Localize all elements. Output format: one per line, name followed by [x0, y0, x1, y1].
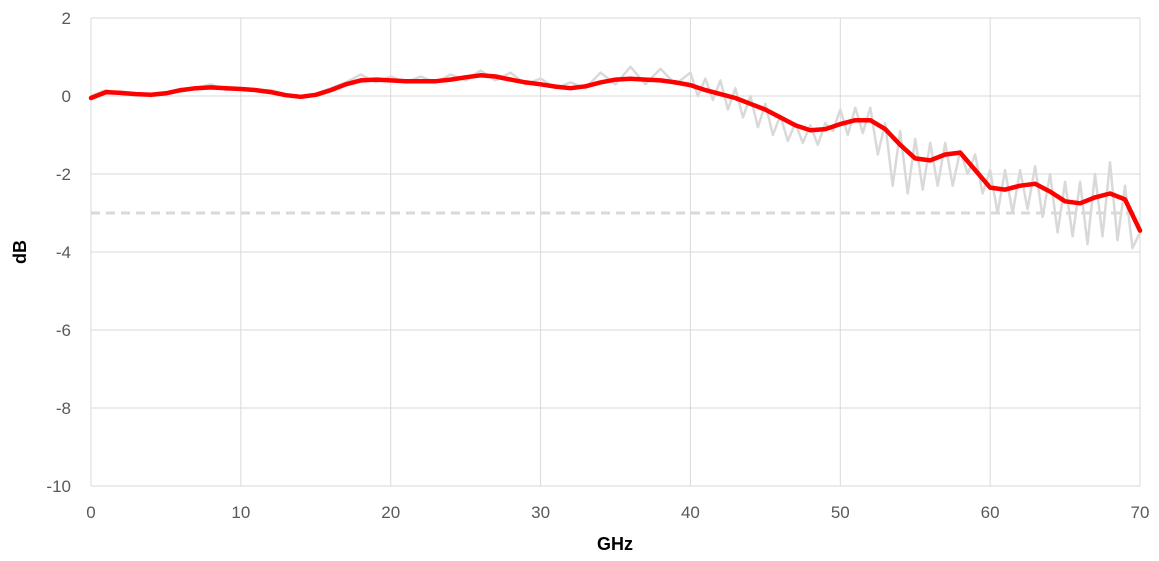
smoothed-series-line [88, 73, 1143, 233]
x-axis-title: GHz [597, 534, 633, 554]
x-tick-label: 50 [831, 503, 850, 522]
y-tick-label: -8 [56, 399, 71, 418]
raw-series-line [89, 65, 1142, 250]
x-tick-label: 60 [981, 503, 1000, 522]
x-tick-label: 40 [681, 503, 700, 522]
y-tick-label: 2 [62, 9, 71, 28]
y-tick-label: -6 [56, 321, 71, 340]
y-tick-label: -4 [56, 243, 71, 262]
x-tick-label: 20 [381, 503, 400, 522]
series-layer [88, 65, 1143, 250]
y-tick-label: -2 [56, 165, 71, 184]
tick-label-layer: 20-2-4-6-8-100 10 20 30 40 50 60 70 [46, 9, 1149, 522]
y-tick-label: -10 [46, 477, 71, 496]
grid-layer [90, 17, 1141, 487]
y-axis-title: dB [10, 240, 30, 264]
x-tick-label: 10 [231, 503, 250, 522]
x-tick-label: 0 [86, 503, 95, 522]
x-tick-label: 30 [531, 503, 550, 522]
x-tick-label: 70 [1131, 503, 1150, 522]
y-tick-label: 0 [62, 87, 71, 106]
